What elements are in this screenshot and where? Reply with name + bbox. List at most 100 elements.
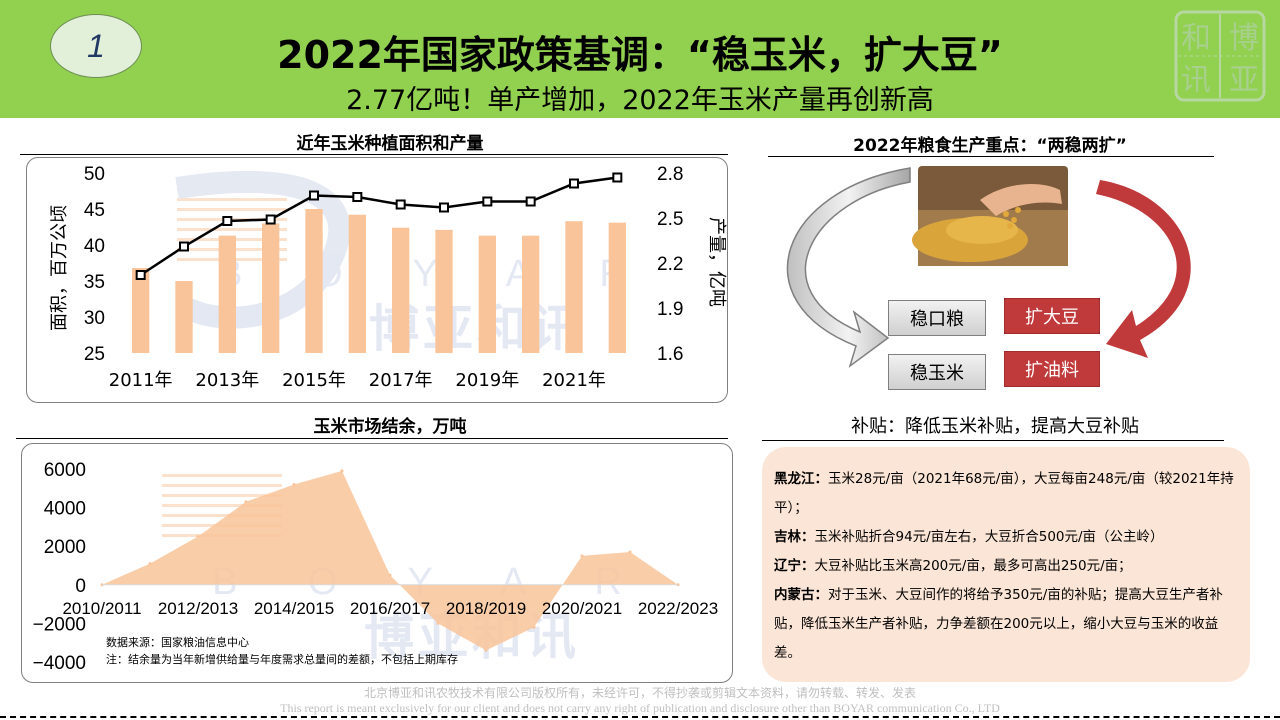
surplus-point xyxy=(292,482,296,486)
province-text: 对于玉米、大豆间作的将给予350元/亩的补贴；提高大豆生产者补贴，降低玉米生产者… xyxy=(774,587,1223,661)
production-point xyxy=(222,216,233,226)
production-point xyxy=(525,196,536,207)
market-surplus-chart: B O Y A R 博亚和讯 6000400020000−2000−400020… xyxy=(33,460,719,674)
tag-expand-soybean: 扩大豆 xyxy=(1004,298,1100,334)
production-point xyxy=(395,199,406,210)
red-curved-arrow xyxy=(1096,180,1191,358)
y-tick-label-right: 1.6 xyxy=(657,344,683,365)
area-bar xyxy=(435,229,453,353)
y-tick-label: 6000 xyxy=(44,460,86,481)
y-tick-label-left: 45 xyxy=(84,200,105,221)
area-bar xyxy=(565,221,583,353)
gray-curved-arrow xyxy=(786,167,911,368)
watermark: B O Y A R 博亚和讯 xyxy=(175,171,657,358)
footnote: 注：结余量为当年新增供给量与年度需求总量间的差额，不包括上期库存 xyxy=(106,652,458,666)
province-item: 黑龙江：玉米28元/亩（2021年68元/亩），大豆每亩248元/亩（较2021… xyxy=(774,465,1234,523)
logo-char-4: 亚 xyxy=(1229,63,1259,98)
cycle-arrows xyxy=(786,166,1191,368)
area-output-chart-title: 近年玉米种植面积和产量 xyxy=(296,134,484,154)
y-tick-label-right: 2.8 xyxy=(657,164,683,185)
footer-dashed-rule xyxy=(0,716,1280,718)
area-bar xyxy=(478,235,496,353)
section-divider xyxy=(16,438,728,439)
y-tick-label-right: 2.2 xyxy=(657,254,683,275)
page-title: 2022年国家政策基调：“稳玉米，扩大豆” xyxy=(277,33,1003,77)
section-divider xyxy=(20,154,728,155)
logo-char-1: 和 xyxy=(1181,21,1211,56)
surplus-point xyxy=(244,500,248,504)
x-tick-label: 2018/2019 xyxy=(446,599,526,618)
production-point xyxy=(612,172,623,183)
surplus-point xyxy=(484,648,488,652)
area-bar xyxy=(348,214,366,353)
y-tick-label: 0 xyxy=(75,576,86,597)
area-bar xyxy=(305,209,323,353)
tag-expand-oilseed: 扩油料 xyxy=(1004,351,1100,387)
area-output-chart: B O Y A R 博亚和讯 25 30 35 40 45 50 1.6 1.9 2.2 2.5 2… xyxy=(49,164,727,391)
y-tick-label-left: 35 xyxy=(84,272,105,293)
section-divider xyxy=(768,156,1214,157)
province-item: 辽宁：大豆补贴比玉米高200元/亩，最多可高出250元/亩； xyxy=(774,552,1234,581)
area-bar xyxy=(392,227,410,353)
province-item: 吉林：玉米补贴折合94元/亩左右，大豆折合500元/亩（公主岭） xyxy=(774,523,1234,552)
area-output-chart-frame: B O Y A R 博亚和讯 25 30 35 40 45 50 1.6 1.9 2.2 2.5 2… xyxy=(26,157,728,403)
tag-stable-grain: 稳口粮 xyxy=(888,300,986,336)
x-tick-label: 2017年 xyxy=(369,370,433,391)
production-point xyxy=(179,241,189,252)
y-tick-label: −4000 xyxy=(33,653,86,674)
province-text: 玉米补贴折合94元/亩左右，大豆折合500元/亩（公主岭） xyxy=(814,529,1164,545)
corn-grain-photo xyxy=(912,166,1068,266)
area-bar xyxy=(175,281,193,353)
y-axis-label-left: 面积，百万公顷 xyxy=(49,205,70,331)
market-surplus-chart-frame: B O Y A R 博亚和讯 6000400020000−2000−400020… xyxy=(21,443,733,683)
surplus-point xyxy=(148,562,152,566)
production-point xyxy=(482,196,493,207)
logo-char-3: 讯 xyxy=(1181,63,1211,98)
tag-stable-corn: 稳玉米 xyxy=(888,354,986,390)
boyar-seal-logo: 和 博 讯 亚 xyxy=(1174,10,1266,102)
area-bar xyxy=(218,235,236,353)
y-tick-label: −2000 xyxy=(33,614,86,635)
area-bar xyxy=(132,268,150,353)
production-point xyxy=(265,214,276,225)
page-subtitle: 2.77亿吨！单产增加，2022年玉米产量再创新高 xyxy=(346,85,934,116)
y-tick-label-left: 50 xyxy=(84,164,105,185)
y-tick-label-left: 40 xyxy=(84,236,105,257)
subsidy-heading: 补贴：降低玉米补贴，提高大豆补贴 xyxy=(851,416,1139,437)
section-divider xyxy=(762,440,1224,441)
y-tick-label: 2000 xyxy=(44,537,86,558)
y-tick-label-right: 1.9 xyxy=(657,299,683,320)
x-tick-label: 2010/2011 xyxy=(62,599,141,618)
y-axis-label-right: 产量，亿吨 xyxy=(706,217,727,307)
x-tick-label: 2013年 xyxy=(195,370,259,391)
surplus-point xyxy=(436,621,440,625)
production-point xyxy=(439,202,449,213)
y-tick-label-left: 25 xyxy=(84,344,105,365)
copyright-notice-cn: 北京博亚和讯农牧技术有限公司版权所有，未经许可，不得抄袭或剪辑文本资料，请勿转载… xyxy=(363,686,916,700)
province-name: 吉林： xyxy=(774,529,815,545)
x-tick-label: 2011年 xyxy=(109,370,173,391)
surplus-point xyxy=(580,554,584,558)
x-tick-label: 2015年 xyxy=(282,370,346,391)
two-stable-two-expand-diagram: 稳口粮 稳玉米 扩大豆 扩油料 xyxy=(770,160,1270,410)
province-name: 辽宁： xyxy=(774,558,815,574)
market-surplus-chart-title: 玉米市场结余，万吨 xyxy=(313,417,467,437)
production-line xyxy=(139,176,618,277)
x-tick-label: 2020/2021 xyxy=(542,599,622,618)
surplus-point xyxy=(196,535,200,539)
production-point xyxy=(569,178,579,189)
x-tick-label: 2022/2023 xyxy=(638,599,718,618)
province-name: 黑龙江： xyxy=(774,471,828,487)
copyright-notice-en: This report is meant exclusively for our… xyxy=(280,701,1000,715)
x-tick-label: 2012/2013 xyxy=(158,599,238,618)
surplus-area xyxy=(102,470,678,651)
x-tick-label: 2021年 xyxy=(542,370,606,391)
watermark-en: B O Y A R xyxy=(217,253,657,295)
source-note: 数据来源：国家粮油信息中心 xyxy=(106,635,249,649)
area-bar xyxy=(522,235,540,353)
logo-char-2: 博 xyxy=(1229,21,1259,56)
production-point xyxy=(309,190,319,201)
province-name: 内蒙古： xyxy=(774,587,828,603)
area-bar xyxy=(608,222,626,353)
y-tick-label: 4000 xyxy=(44,499,86,520)
